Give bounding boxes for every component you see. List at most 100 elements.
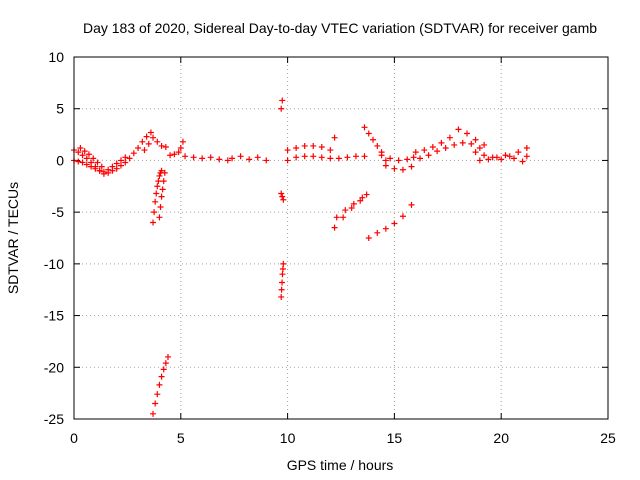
data-point [152, 400, 159, 407]
data-point [216, 156, 223, 163]
data-point [481, 152, 488, 159]
grid [74, 57, 608, 419]
data-point [502, 152, 509, 159]
data-point [158, 167, 165, 174]
data-point [117, 157, 124, 164]
series-arc13 [284, 142, 334, 154]
data-point [523, 153, 530, 160]
data-point [158, 373, 165, 380]
x-tick-label: 0 [70, 430, 78, 446]
series-arc11 [278, 260, 287, 300]
series-arc17 [335, 153, 368, 162]
data-point [293, 154, 300, 161]
data-point [164, 353, 171, 360]
data-point [399, 166, 406, 173]
data-point [224, 157, 231, 164]
y-tick-label: -10 [44, 256, 64, 272]
series-arc10 [229, 153, 270, 164]
data-point [153, 190, 160, 197]
data-point [417, 155, 424, 162]
data-point [199, 155, 206, 162]
series-arc3 [77, 145, 105, 170]
data-point [279, 271, 286, 278]
plot-frame [73, 56, 609, 420]
data-point [370, 136, 377, 143]
data-point [246, 156, 253, 163]
data-point [506, 153, 513, 160]
data-point [113, 160, 120, 167]
data-point [425, 152, 432, 159]
data-point [263, 157, 270, 164]
data-point [485, 156, 492, 163]
data-point [278, 105, 285, 112]
data-point [279, 266, 286, 273]
data-point [438, 139, 445, 146]
data-point [83, 155, 90, 162]
data-point [476, 145, 483, 152]
series-arc15 [331, 191, 370, 231]
data-point [280, 260, 287, 267]
data-point [152, 198, 159, 205]
data-point [96, 167, 103, 174]
data-point [472, 136, 479, 143]
series-arc20 [382, 162, 415, 173]
data-point [284, 157, 291, 164]
data-point [361, 153, 368, 160]
data-point [157, 203, 164, 210]
data-point [468, 140, 475, 147]
data-point [278, 190, 285, 197]
data-point [100, 168, 107, 175]
data-point [344, 154, 351, 161]
data-point [350, 200, 357, 207]
data-point [122, 159, 129, 166]
data-point [434, 148, 441, 155]
series-arc2 [71, 154, 129, 175]
data-point [293, 145, 300, 152]
data-point [143, 133, 150, 140]
data-point [90, 155, 97, 162]
data-point [150, 410, 157, 417]
series-arc16 [333, 194, 366, 221]
data-point [391, 165, 398, 172]
data-point [472, 149, 479, 156]
data-point [459, 139, 466, 146]
data-point [387, 155, 394, 162]
data-point [348, 205, 355, 212]
data-point [410, 154, 417, 161]
data-point [154, 138, 161, 145]
data-point [331, 134, 338, 141]
data-point [382, 157, 389, 164]
y-tick-label: -25 [44, 411, 64, 427]
data-point [141, 147, 148, 154]
x-axis-label: GPS time / hours [287, 457, 394, 473]
chart-title: Day 183 of 2020, Sidereal Day-to-day VTE… [83, 20, 597, 36]
data-point [310, 153, 317, 160]
data-point [310, 142, 317, 149]
data-point [412, 149, 419, 156]
y-tick-label: -5 [52, 204, 65, 220]
data-point [117, 162, 124, 169]
data-point [318, 154, 325, 161]
data-point [301, 153, 308, 160]
data-point [382, 162, 389, 169]
data-point [374, 229, 381, 236]
data-point [77, 145, 84, 152]
data-point [229, 155, 236, 162]
data-point [399, 213, 406, 220]
data-point [278, 293, 285, 300]
data-point [342, 207, 349, 214]
data-point [94, 159, 101, 166]
y-tick-label: 0 [56, 152, 64, 168]
series-arc12 [278, 97, 287, 203]
data-point [135, 145, 142, 152]
data-point [279, 97, 286, 104]
data-point [284, 147, 291, 154]
series-arc7 [150, 353, 171, 417]
data-point [139, 138, 146, 145]
data-point [98, 163, 105, 170]
series-arc6 [156, 169, 168, 221]
data-point [160, 178, 167, 185]
data-point [158, 142, 165, 149]
data-point [105, 166, 112, 173]
data-point [278, 286, 285, 293]
